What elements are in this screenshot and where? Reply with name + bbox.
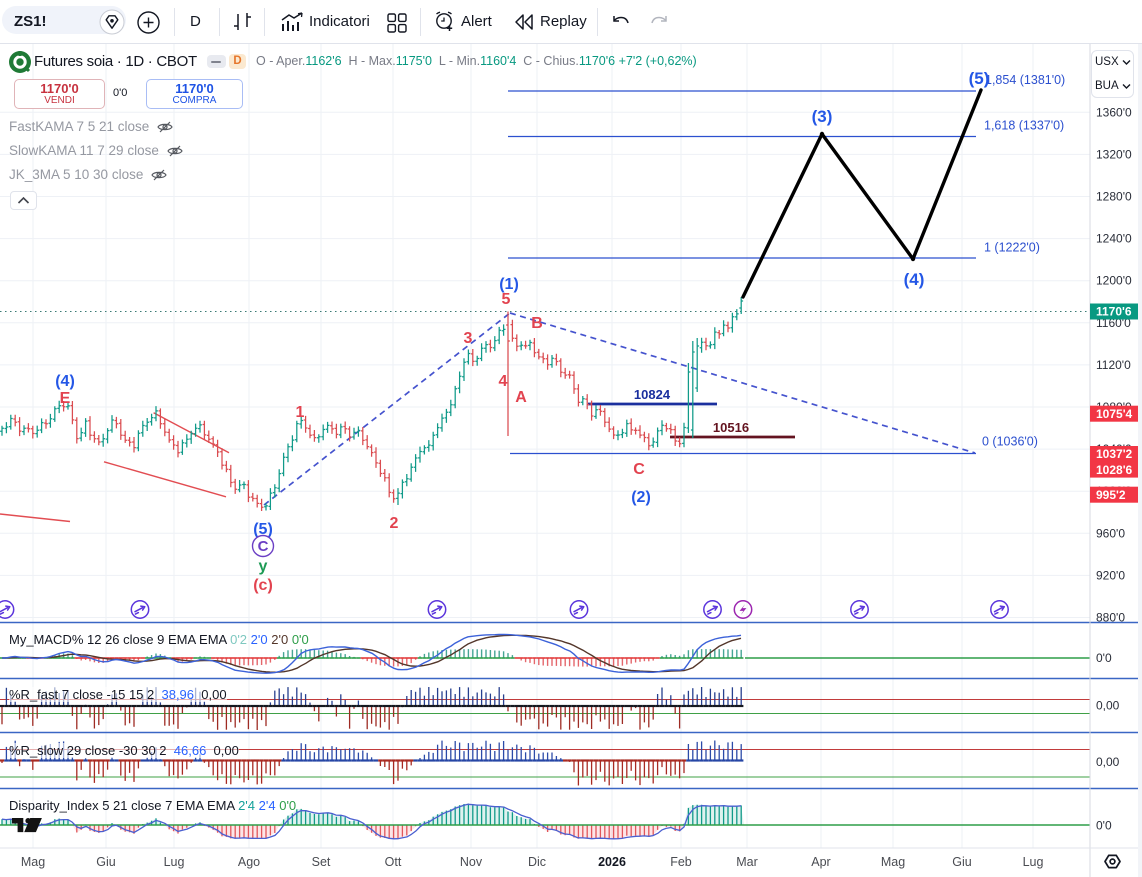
svg-text:Ott: Ott [385, 855, 402, 869]
svg-text:0'0: 0'0 [1096, 651, 1112, 665]
svg-text:(3): (3) [812, 107, 833, 126]
svg-text:C: C [258, 538, 269, 555]
svg-text:1: 1 [296, 404, 305, 421]
svg-text:Mag: Mag [881, 855, 905, 869]
svg-text:B: B [531, 315, 543, 332]
svg-text:y: y [259, 558, 268, 575]
svg-text:10824: 10824 [634, 387, 671, 402]
svg-text:1 (1222'0): 1 (1222'0) [984, 241, 1040, 255]
svg-text:(2): (2) [631, 489, 651, 506]
svg-text:1120'0: 1120'0 [1096, 358, 1131, 372]
svg-text:Lug: Lug [164, 855, 185, 869]
svg-text:995'2: 995'2 [1096, 488, 1126, 502]
svg-text:Feb: Feb [670, 855, 692, 869]
svg-text:(4): (4) [904, 270, 925, 289]
svg-text:(5): (5) [969, 69, 990, 88]
svg-text:Nov: Nov [460, 855, 483, 869]
svg-text:E: E [60, 390, 71, 407]
svg-text:Giu: Giu [96, 855, 116, 869]
svg-text:(1): (1) [499, 276, 519, 293]
svg-text:Mag: Mag [21, 855, 45, 869]
svg-text:0 (1036'0): 0 (1036'0) [982, 435, 1038, 449]
svg-text:5: 5 [502, 291, 511, 308]
svg-text:1240'0: 1240'0 [1096, 232, 1132, 246]
svg-text:(4): (4) [55, 373, 75, 390]
svg-text:1075'4: 1075'4 [1096, 407, 1133, 421]
svg-text:(5): (5) [253, 521, 273, 538]
svg-text:Mar: Mar [736, 855, 758, 869]
svg-text:1037'2: 1037'2 [1096, 447, 1133, 461]
svg-text:Giu: Giu [952, 855, 972, 869]
svg-text:Lug: Lug [1023, 855, 1044, 869]
svg-text:1320'0: 1320'0 [1096, 147, 1132, 161]
svg-text:4: 4 [499, 373, 508, 390]
svg-text:960'0: 960'0 [1096, 526, 1125, 540]
svg-text:1,618 (1337'0): 1,618 (1337'0) [984, 119, 1064, 133]
svg-text:0'0: 0'0 [1096, 819, 1112, 833]
svg-text:C: C [633, 461, 645, 478]
svg-text:Set: Set [312, 855, 331, 869]
svg-text:1,854 (1381'0): 1,854 (1381'0) [985, 73, 1065, 87]
svg-text:0,00: 0,00 [1096, 755, 1120, 769]
svg-text:(c): (c) [253, 577, 273, 594]
svg-text:1280'0: 1280'0 [1096, 190, 1132, 204]
svg-text:3: 3 [464, 330, 473, 347]
svg-text:A: A [515, 389, 527, 406]
svg-text:1200'0: 1200'0 [1096, 274, 1132, 288]
svg-text:10516: 10516 [713, 420, 749, 435]
svg-text:0,00: 0,00 [1096, 699, 1120, 713]
svg-text:1170'6: 1170'6 [1096, 305, 1132, 319]
svg-text:920'0: 920'0 [1096, 568, 1125, 582]
svg-text:Ago: Ago [238, 855, 260, 869]
svg-text:1028'6: 1028'6 [1096, 463, 1133, 477]
svg-text:Apr: Apr [811, 855, 830, 869]
svg-text:880'0: 880'0 [1096, 611, 1125, 625]
svg-text:Dic: Dic [528, 855, 546, 869]
svg-text:2: 2 [390, 515, 399, 532]
svg-text:2026: 2026 [598, 855, 626, 869]
svg-text:1360'0: 1360'0 [1096, 105, 1132, 119]
